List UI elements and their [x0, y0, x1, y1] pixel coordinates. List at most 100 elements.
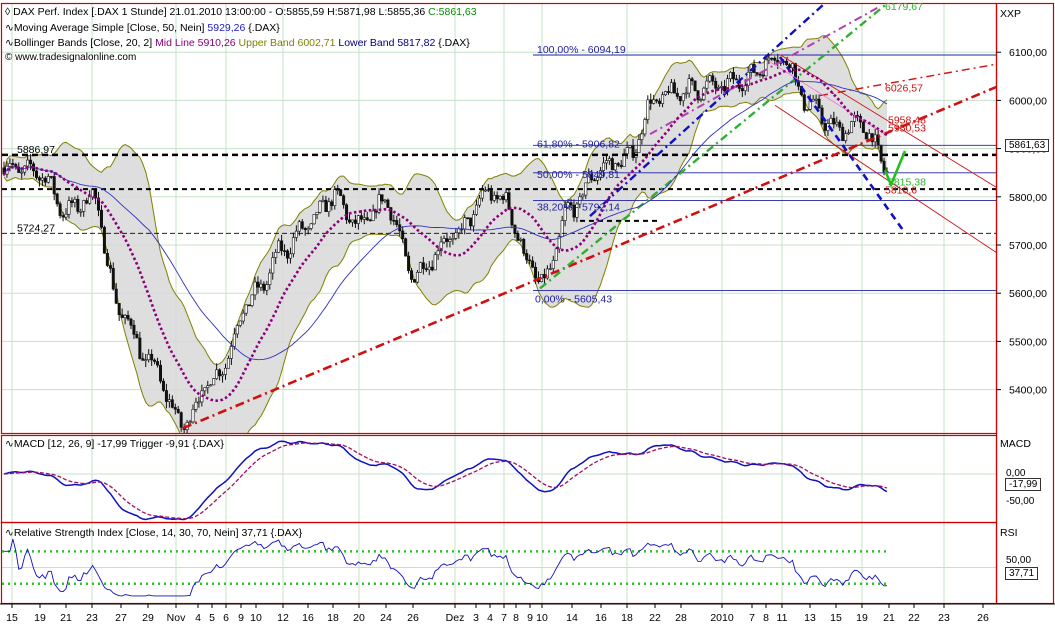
indicator-lines: [2, 68, 888, 403]
candle-body: [805, 109, 809, 111]
candle-body: [758, 73, 762, 76]
candle-body: [277, 240, 281, 253]
candle-body: [49, 176, 53, 178]
candle-body: [421, 262, 425, 269]
candle-body: [619, 164, 623, 167]
lower-band-line: [3, 91, 888, 433]
current-price-tag: 5861,63: [1005, 139, 1050, 152]
candle-body: [469, 217, 473, 227]
candle-body: [362, 217, 366, 220]
candle-body: [386, 199, 390, 208]
candle-body: [229, 346, 233, 359]
candle-body: [681, 93, 685, 102]
chart-labels: 5886,97 5724,27 6179,67 6026,57 5958,485950,…: [17, 1, 926, 306]
candle-body: [844, 133, 848, 142]
candle-body: [507, 192, 511, 210]
candle-body: [392, 219, 396, 222]
candle-body: [699, 99, 703, 101]
candle-body: [294, 230, 298, 238]
candle-body: [46, 176, 50, 183]
price-pane: [2, 4, 996, 433]
candle-body: [545, 268, 549, 279]
rising-support-trend: [182, 85, 996, 430]
candle-body: [58, 203, 62, 216]
rsi-pane: [2, 539, 996, 597]
candle-body: [286, 250, 290, 259]
candle-body: [271, 257, 275, 274]
candle-body: [23, 165, 27, 173]
x-tick-label: 12: [277, 612, 289, 624]
y-axis: 5400,005500,005600,005700,005800,005900,…: [996, 47, 1047, 397]
green-trend: [539, 4, 889, 290]
candle-body: [593, 179, 597, 182]
copyright-text: www.tradesignalonline.com: [15, 52, 137, 63]
candle-body: [669, 82, 673, 93]
rsi-legend[interactable]: ∿Relative Strength Index [Close, 14, 30,…: [5, 527, 302, 539]
bollinger-legend[interactable]: ∿Bollinger Bands [Close, 20, 2] Mid Line…: [5, 37, 470, 49]
bb-lower: Lower Band 5817,82: [335, 37, 436, 49]
candle-body: [560, 220, 564, 237]
candle-body: [253, 281, 257, 296]
candle-body: [129, 318, 133, 326]
candle-body: [280, 240, 284, 251]
candle-body: [705, 80, 709, 89]
level-label: 6179,67: [885, 1, 923, 13]
sma-legend[interactable]: ∿Moving Average Simple [Close, 50, Nein]…: [5, 22, 280, 34]
candle-body: [159, 364, 163, 382]
candle-body: [123, 314, 127, 319]
candle-body: [770, 57, 774, 60]
candle-body: [11, 163, 15, 165]
candle-body: [477, 197, 481, 206]
level-label: 5958,48: [888, 114, 926, 126]
candle-body: [649, 99, 653, 104]
candle-body: [548, 268, 552, 270]
x-tick-label: 27: [115, 612, 127, 624]
x-tick-label: 7: [501, 612, 507, 624]
x-tick-label: 4: [487, 612, 493, 624]
price-axis-title: XXP: [1000, 8, 1022, 20]
candle-body: [283, 250, 287, 252]
candle-body: [731, 72, 735, 80]
candle-body: [415, 272, 419, 283]
candle-body: [841, 126, 845, 142]
x-tick-label: Dez: [446, 612, 465, 624]
candle-body: [223, 367, 227, 375]
candle-body: [672, 82, 676, 94]
blue-trend: [589, 4, 826, 217]
candle-body: [327, 201, 331, 212]
candle-body: [714, 80, 718, 89]
level-label: 5815,38: [888, 176, 926, 188]
candle-body: [652, 99, 656, 104]
candle-body: [761, 74, 765, 77]
candle-body: [640, 133, 644, 140]
candle-body: [37, 177, 41, 181]
trend-lines: [182, 4, 996, 430]
candle-body: [655, 99, 659, 102]
macd-suffix: {.DAX}: [189, 438, 224, 450]
candle-body: [29, 159, 33, 165]
x-tick-label: 7: [749, 612, 755, 624]
candle-body: [17, 166, 21, 173]
candle-body: [244, 304, 248, 314]
x-tick-label: 20: [353, 612, 365, 624]
candle-body: [120, 314, 124, 319]
candle-body: [850, 121, 854, 134]
candle-body: [194, 401, 198, 410]
candle-body: [510, 209, 514, 226]
macd-legend[interactable]: ∿MACD [12, 26, 9] -17,99 Trigger -9,91 {…: [5, 438, 224, 450]
candle-body: [306, 228, 310, 231]
candle-body: [675, 92, 679, 97]
candle-body: [847, 132, 851, 135]
candle-body: [161, 380, 165, 391]
candle-body: [882, 160, 886, 173]
x-tick-label: 10: [536, 612, 548, 624]
candle-body: [587, 173, 591, 184]
candle-body: [492, 194, 496, 201]
bb-mid: Mid Line 5910,26: [155, 37, 236, 49]
candle-body: [767, 57, 771, 61]
bollinger-bands: [3, 35, 888, 433]
line-icon: ∿: [5, 37, 14, 49]
candle-body: [696, 90, 700, 101]
sma-label: Moving Average Simple [Close, 50, Nein]: [13, 22, 208, 34]
candle-body: [664, 91, 668, 96]
